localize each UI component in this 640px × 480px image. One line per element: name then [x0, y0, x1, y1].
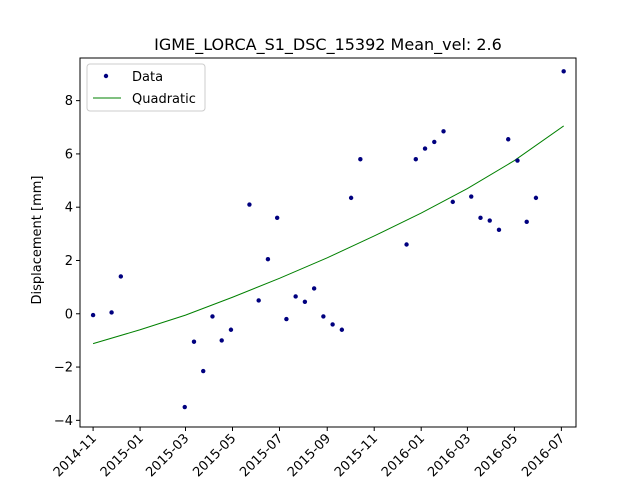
x-tick-label: 2015-03	[143, 431, 192, 480]
data-point	[274, 215, 280, 221]
legend: Data Quadratic	[86, 63, 206, 112]
data-point	[339, 327, 345, 332]
data-point	[109, 310, 114, 315]
axes-frame	[79, 57, 577, 428]
data-point	[441, 129, 446, 134]
y-tick-label: 8	[65, 94, 73, 109]
x-tick-label: 2016-05	[472, 431, 521, 480]
y-tick-label: −4	[54, 414, 73, 429]
data-point	[210, 314, 215, 319]
data-point	[256, 298, 261, 303]
data-point	[182, 404, 187, 410]
y-tick-label: 0	[65, 307, 73, 322]
data-point	[228, 327, 234, 332]
quadratic-fit-line	[92, 125, 564, 345]
data-point	[422, 146, 428, 151]
data-point	[219, 338, 224, 343]
data-point	[524, 219, 529, 225]
chart-title: IGME_LORCA_S1_DSC_15392 Mean_vel: 2.6	[154, 35, 502, 55]
data-point	[413, 157, 418, 162]
y-axis: −4 −2 0 2 4 6 8	[54, 94, 80, 429]
data-point	[284, 316, 289, 322]
data-point	[450, 199, 455, 205]
data-point	[191, 339, 197, 344]
data-point	[265, 256, 271, 262]
y-axis-label: Displacement [mm]	[30, 176, 45, 305]
data-point	[293, 294, 298, 299]
x-tick-label: 2015-05	[190, 431, 239, 480]
data-point	[478, 215, 483, 221]
x-tick-label: 2016-07	[519, 431, 568, 480]
data-point	[311, 286, 317, 291]
x-tick-label: 2014-11	[51, 431, 100, 480]
data-point	[247, 202, 252, 207]
y-tick-label: 2	[65, 254, 73, 269]
x-axis: 2014-112015-012015-032015-052015-072015-…	[51, 427, 568, 480]
data-point	[561, 69, 566, 74]
x-tick-label: 2016-01	[379, 431, 428, 480]
data-point	[348, 195, 354, 201]
y-tick-label: 4	[65, 201, 73, 216]
x-tick-label: 2015-07	[237, 431, 286, 480]
data-point	[432, 139, 437, 145]
legend-quadratic-label: Quadratic	[132, 92, 196, 107]
x-tick-label: 2015-01	[98, 431, 147, 480]
data-point	[404, 242, 409, 247]
data-point	[358, 157, 363, 162]
legend-data-label: Data	[132, 70, 163, 85]
legend-data-marker	[103, 73, 109, 79]
data-point	[515, 158, 520, 163]
data-point	[487, 218, 492, 223]
data-point	[90, 312, 96, 318]
legend-box	[86, 63, 206, 112]
data-point	[201, 368, 206, 374]
data-point	[321, 314, 326, 319]
x-tick-label: 2015-11	[332, 431, 381, 480]
y-tick-label: 6	[65, 147, 73, 162]
data-point	[506, 137, 511, 142]
x-tick-label: 2016-03	[425, 431, 474, 480]
data-point	[330, 322, 335, 327]
data-point	[469, 194, 474, 199]
y-tick-label: −2	[54, 361, 73, 376]
data-point	[118, 274, 124, 279]
plot-area	[79, 57, 577, 428]
x-tick-label: 2015-09	[285, 431, 334, 480]
data-point	[533, 195, 539, 201]
data-point	[302, 299, 308, 304]
data-point	[496, 227, 502, 233]
